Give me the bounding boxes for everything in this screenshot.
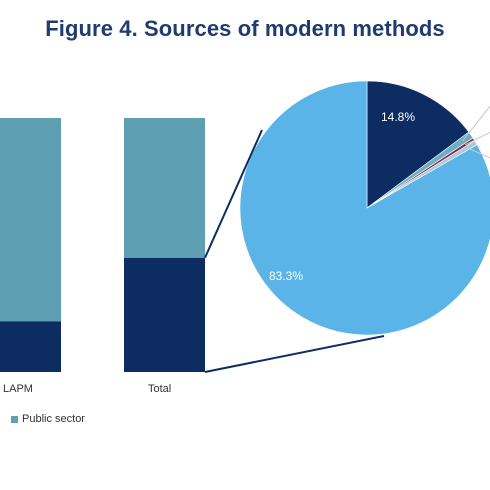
leader-line-3: [466, 147, 490, 159]
bar-lapm-segment-1: [0, 118, 61, 322]
legend-label-public-sector: Public sector: [22, 413, 85, 425]
pie-label-0: 14.8%: [381, 110, 415, 124]
bar-lapm-segment-0: [0, 321, 61, 372]
pie-slice-0: [366, 80, 470, 209]
legend: Public sector: [11, 413, 85, 425]
connector-line-bottom: [204, 335, 385, 373]
legend-swatch-public-sector: [11, 415, 18, 423]
category-label-total: Total: [148, 383, 172, 395]
pie-label-4: 83.3%: [269, 269, 303, 283]
chart-title: Figure 4. Sources of modern methods: [45, 16, 445, 41]
bar-total-segment-1: [124, 118, 205, 258]
leader-line-2: [465, 131, 490, 146]
category-label-lapm: LAPM: [3, 383, 33, 395]
bar-total-segment-0: [124, 257, 205, 372]
connector-line-top: [204, 129, 263, 259]
